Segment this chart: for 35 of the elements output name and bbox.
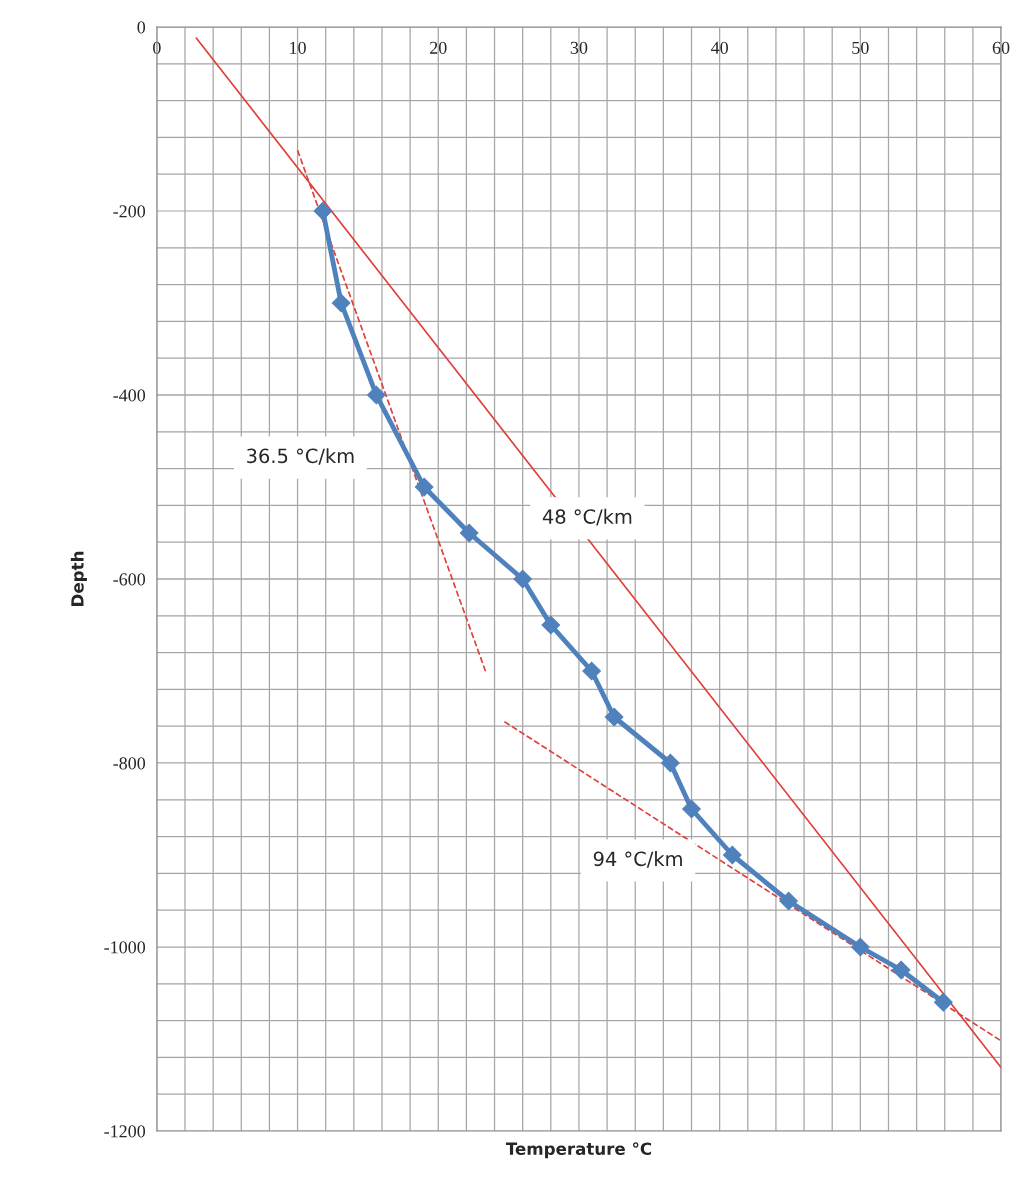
y-tick-label: -600 (113, 573, 146, 586)
point (366, 385, 386, 405)
x-tick-label: 0 (153, 41, 161, 54)
x-tick-label: 10 (290, 41, 306, 54)
y-tick-label: 0 (137, 21, 146, 34)
point (459, 523, 479, 543)
point (313, 201, 333, 221)
point (541, 615, 561, 635)
point (891, 960, 911, 980)
point (682, 799, 701, 819)
y-tick-label: -1200 (104, 1125, 146, 1138)
annotation: 94 °C/km (593, 851, 682, 868)
x-tick-label: 20 (430, 41, 447, 54)
annotation: 36.5 °C/km (247, 448, 354, 465)
point (331, 293, 351, 313)
point (414, 477, 434, 497)
point (850, 937, 870, 957)
point (604, 707, 624, 727)
y-axis-title: Depth (70, 551, 87, 606)
annotation: 48 °C/km (542, 508, 632, 526)
y-tick-label: -200 (113, 205, 146, 218)
x-tick-label: 30 (570, 41, 588, 54)
point (722, 845, 742, 865)
x-tick-label: 60 (992, 41, 1010, 54)
point (582, 661, 601, 681)
point (934, 992, 953, 1012)
x-axis-title: Temperature °C (505, 1142, 652, 1159)
x-tick-label: 50 (852, 41, 869, 54)
point (779, 891, 798, 911)
x-tick-label: 40 (710, 41, 728, 54)
point (661, 753, 680, 773)
y-tick-label: -800 (113, 757, 146, 770)
y-tick-label: -1000 (104, 941, 146, 954)
y-tick-label: -400 (113, 389, 146, 402)
point (513, 569, 533, 589)
